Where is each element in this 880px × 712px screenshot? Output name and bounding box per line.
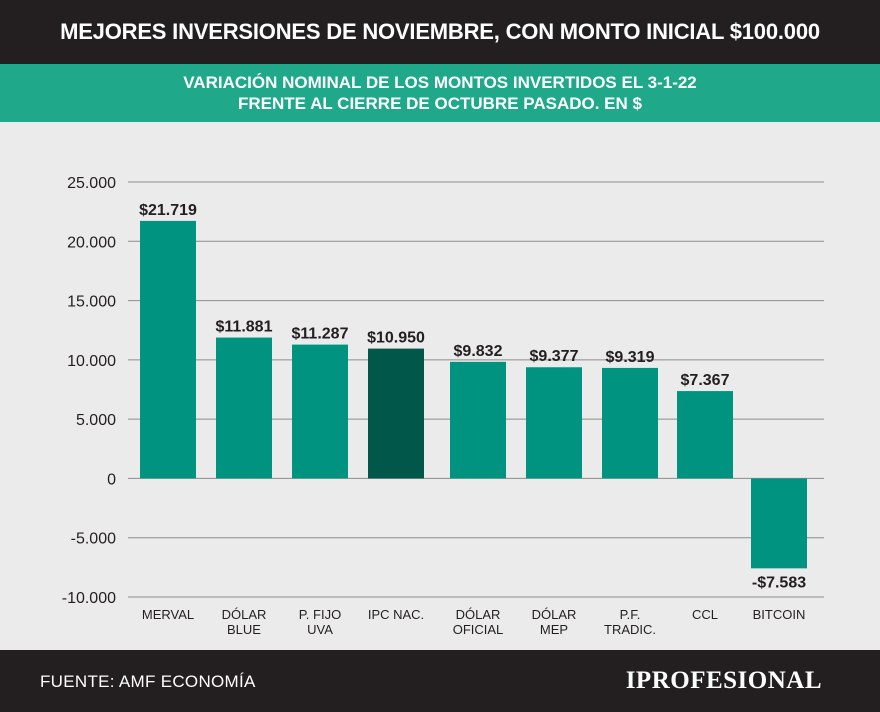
x-tick-label: DÓLAR <box>222 607 267 622</box>
data-label: $21.719 <box>139 202 197 219</box>
bar <box>292 344 348 479</box>
y-tick-label: -10.000 <box>62 590 116 607</box>
chart-area: 25.000 20.000 15.000 10.000 5.000 0 -5.000 -10.… <box>0 122 880 650</box>
bar <box>526 367 582 479</box>
data-label: $9.832 <box>454 343 503 360</box>
data-label: $7.367 <box>681 372 730 389</box>
x-tick-label: IPC NAC. <box>368 607 424 622</box>
bar <box>368 348 424 479</box>
y-tick-label: -5.000 <box>71 531 116 548</box>
chart-subtitle-line-2: FRENTE AL CIERRE DE OCTUBRE PASADO. EN $ <box>238 94 642 113</box>
x-tick-label: DÓLAR <box>456 607 501 622</box>
source-note: FUENTE: AMF ECONOMÍA <box>40 672 256 691</box>
x-tick-label: TRADIC. <box>604 622 656 637</box>
x-tick-label: MEP <box>540 622 568 637</box>
data-label: $9.319 <box>606 349 655 366</box>
y-tick-label: 10.000 <box>67 353 116 370</box>
x-tick-label: BITCOIN <box>753 607 806 622</box>
data-label: -$7.583 <box>752 574 806 591</box>
data-label: $11.287 <box>292 326 349 343</box>
bar <box>450 361 506 479</box>
y-tick-label: 0 <box>107 471 116 488</box>
x-tick-label: BLUE <box>227 622 261 637</box>
x-tick-label: DÓLAR <box>532 607 577 622</box>
brand-logo: IPROFESIONAL <box>625 667 822 694</box>
y-tick-label: 25.000 <box>67 175 116 192</box>
bar <box>140 220 196 479</box>
footer-bar: FUENTE: AMF ECONOMÍA IPROFESIONAL <box>0 650 880 712</box>
x-tick-label: MERVAL <box>142 607 194 622</box>
x-tick-label: P. FIJO <box>299 607 341 622</box>
y-tick-label: 15.000 <box>67 294 116 311</box>
bar <box>751 478 807 569</box>
data-label: $10.950 <box>367 330 425 347</box>
y-tick-label: 20.000 <box>67 234 116 251</box>
bar-chart: 25.000 20.000 15.000 10.000 5.000 0 -5.000 -10.… <box>62 175 824 637</box>
y-tick-label: 5.000 <box>76 412 116 429</box>
chart-title: MEJORES INVERSIONES DE NOVIEMBRE, CON MO… <box>60 19 820 44</box>
x-tick-label: P.F. <box>620 607 641 622</box>
bar <box>602 367 658 479</box>
x-tick-label: OFICIAL <box>453 622 504 637</box>
title-bar: MEJORES INVERSIONES DE NOVIEMBRE, CON MO… <box>0 0 880 64</box>
data-label: $9.377 <box>530 348 579 365</box>
chart-subtitle-line-1: VARIACIÓN NOMINAL DE LOS MONTOS INVERTID… <box>183 73 697 92</box>
x-tick-label: CCL <box>692 607 718 622</box>
x-tick-label: UVA <box>307 622 333 637</box>
data-label: $11.881 <box>216 319 273 336</box>
bar <box>677 391 733 479</box>
bar <box>216 337 272 479</box>
subtitle-bar: VARIACIÓN NOMINAL DE LOS MONTOS INVERTID… <box>0 64 880 122</box>
